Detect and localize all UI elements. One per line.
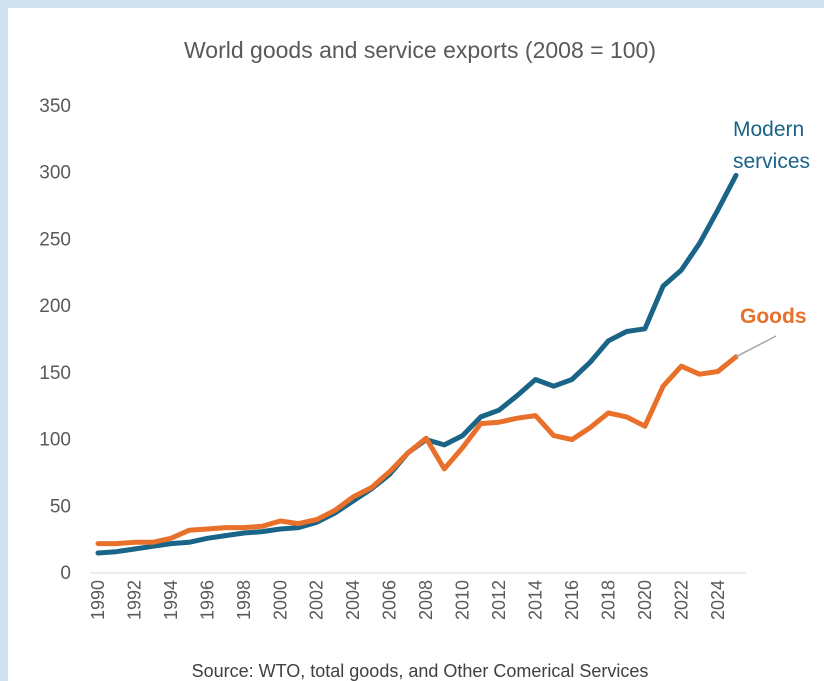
y-tick-label: 50	[50, 496, 71, 517]
line-chart: World goods and service exports (2008 = …	[39, 37, 810, 681]
plot-area	[95, 172, 739, 556]
chart-title: World goods and service exports (2008 = …	[184, 37, 656, 63]
series-label-services: Modern	[733, 118, 804, 141]
x-axis: 1990 1992 1994 1996 1998 2000 2002 2004 2006 2008…	[88, 580, 728, 620]
y-tick-label: 200	[39, 296, 71, 317]
x-tick-label: 2014	[525, 580, 545, 620]
x-tick-label: 2010	[453, 580, 473, 620]
x-tick-label: 2002	[307, 580, 327, 620]
y-tick-label: 350	[39, 96, 71, 117]
series-line-0	[95, 172, 739, 556]
y-axis: 0 50 100 150 200 250 300 350	[39, 96, 71, 584]
series-label-services: services	[733, 150, 810, 173]
y-tick-label: 250	[39, 229, 71, 250]
x-tick-label: 2000	[270, 580, 290, 620]
x-tick-label: 2018	[598, 580, 618, 620]
goods-leader-line	[735, 335, 777, 358]
y-tick-label: 0	[60, 563, 71, 584]
x-tick-label: 1990	[88, 580, 108, 620]
y-tick-label: 100	[39, 430, 71, 451]
x-tick-label: 2020	[635, 580, 655, 620]
y-tick-label: 150	[39, 363, 71, 384]
x-tick-label: 2008	[416, 580, 436, 620]
chart-frame: World goods and service exports (2008 = …	[8, 8, 824, 681]
x-tick-label: 2024	[708, 580, 728, 620]
series-labels: Modern services Goods	[733, 118, 810, 358]
x-tick-label: 1994	[161, 580, 181, 620]
x-tick-label: 2004	[343, 580, 363, 620]
y-tick-label: 300	[39, 163, 71, 184]
x-tick-label: 1992	[124, 580, 144, 620]
series-label-goods: Goods	[740, 305, 807, 328]
x-tick-label: 2016	[562, 580, 582, 620]
x-tick-label: 1996	[197, 580, 217, 620]
series-line-1	[95, 354, 739, 547]
source-note: Source: WTO, total goods, and Other Come…	[192, 661, 649, 681]
x-tick-label: 1998	[234, 580, 254, 620]
x-tick-label: 2006	[380, 580, 400, 620]
x-tick-label: 2012	[489, 580, 509, 620]
x-tick-label: 2022	[671, 580, 691, 620]
